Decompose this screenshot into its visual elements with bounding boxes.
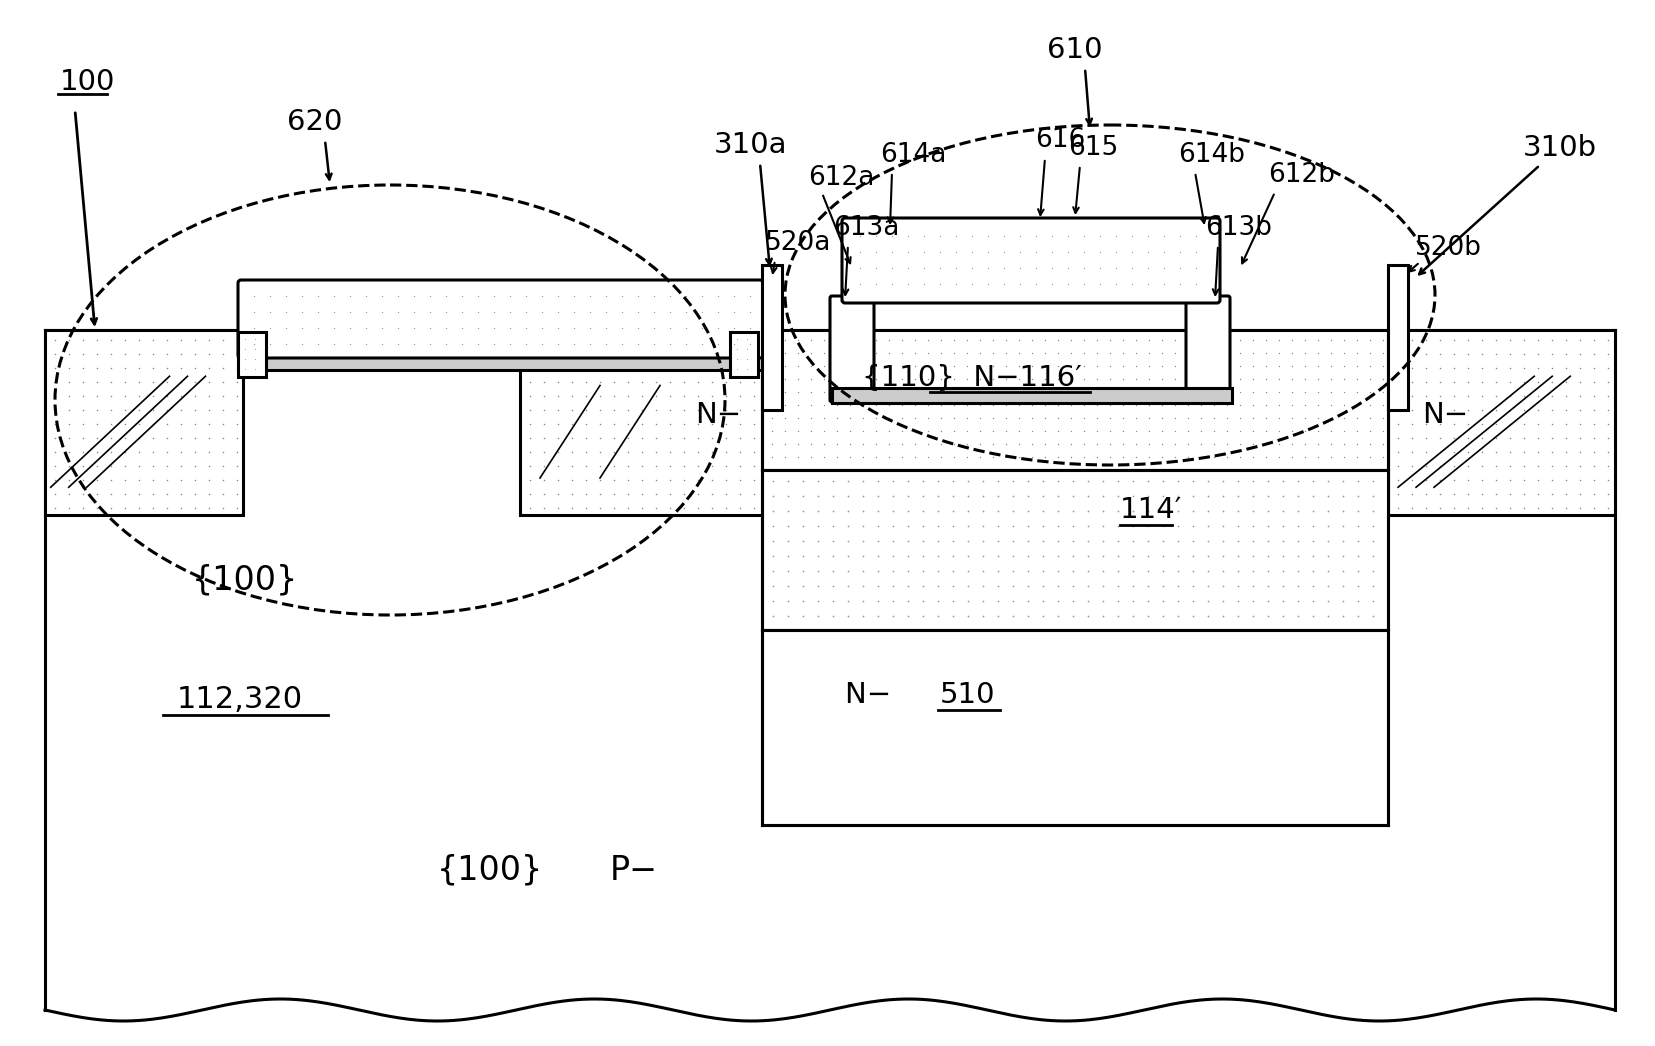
Bar bbox=[730, 332, 758, 377]
Text: 613b: 613b bbox=[1205, 215, 1273, 241]
Text: 615: 615 bbox=[1067, 135, 1119, 161]
Text: 114′: 114′ bbox=[1120, 496, 1182, 524]
Text: 612a: 612a bbox=[808, 165, 874, 191]
Text: N−: N− bbox=[695, 401, 741, 429]
Text: 112,320: 112,320 bbox=[177, 685, 303, 714]
FancyBboxPatch shape bbox=[238, 280, 763, 358]
Text: {110}  N−116′: {110} N−116′ bbox=[862, 364, 1082, 392]
Bar bbox=[832, 388, 1231, 403]
Bar bbox=[238, 355, 763, 370]
Text: 614b: 614b bbox=[1178, 142, 1245, 168]
Text: 310a: 310a bbox=[713, 131, 786, 159]
Text: 520a: 520a bbox=[765, 230, 831, 256]
Bar bbox=[238, 332, 266, 377]
Text: 616: 616 bbox=[1034, 127, 1086, 153]
Bar bbox=[1389, 329, 1615, 515]
Bar bbox=[761, 329, 1389, 470]
Text: N−: N− bbox=[1422, 401, 1468, 429]
Text: {100}: {100} bbox=[437, 854, 543, 887]
Text: P−: P− bbox=[611, 854, 659, 887]
Bar bbox=[520, 329, 765, 515]
FancyBboxPatch shape bbox=[842, 218, 1220, 303]
Text: 100: 100 bbox=[60, 68, 116, 96]
Bar bbox=[45, 329, 243, 515]
Text: 614a: 614a bbox=[880, 142, 947, 168]
FancyBboxPatch shape bbox=[831, 296, 874, 402]
Text: 612b: 612b bbox=[1268, 162, 1336, 188]
Text: 613a: 613a bbox=[832, 215, 899, 241]
Bar bbox=[761, 470, 1389, 630]
Text: 620: 620 bbox=[288, 108, 343, 136]
FancyBboxPatch shape bbox=[1187, 296, 1230, 402]
Text: {100}: {100} bbox=[192, 564, 298, 596]
Text: 510: 510 bbox=[940, 681, 996, 709]
Bar bbox=[761, 630, 1389, 825]
Text: N−: N− bbox=[846, 681, 910, 709]
Text: 610: 610 bbox=[1048, 36, 1102, 64]
Text: 520b: 520b bbox=[1415, 235, 1481, 262]
Bar bbox=[761, 265, 783, 410]
Bar bbox=[1389, 265, 1408, 410]
Text: 310b: 310b bbox=[1523, 134, 1597, 162]
